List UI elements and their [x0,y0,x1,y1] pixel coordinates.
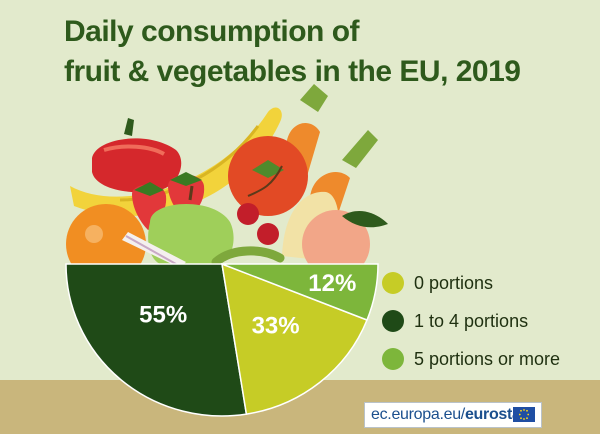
bowl-slice-1-to-4-portions [65,263,248,417]
legend-swatch-5-portions-or-more [382,348,404,370]
chart-title: Daily consumption of fruit & vegetables … [64,12,521,92]
eu-flag-icon [513,407,535,422]
bowl-slice-0-portions [221,262,368,415]
legend-swatch-1-to-4-portions [382,310,404,332]
legend-label-1-to-4-portions: 1 to 4 portions [414,311,529,331]
legend-label-5-portions-or-more: 5 portions or more [414,349,561,369]
legend-swatch-0-portions [382,272,404,294]
source-brand: eurostat [464,406,526,423]
bowl-pie [65,262,379,417]
fruit-illustration [66,84,388,284]
source-domain: ec.europa.eu/ [371,406,465,423]
bowl-slice-5-portions-or-more [221,263,379,321]
data-label-5-portions-or-more: 12% [308,270,356,297]
data-label-0-portions: 33% [252,312,300,339]
chart-title-line-1: Daily consumption of [64,15,360,48]
legend-label-0-portions: 0 portions [414,273,494,293]
chart-title-line-2: fruit & vegetables in the EU, 2019 [64,55,521,88]
source-badge[interactable]: ec.europa.eu/eurostat [364,402,542,428]
bowl-pie-labels: 55% 33% 12% [139,270,356,339]
data-label-1-to-4-portions: 55% [139,302,187,329]
source-link[interactable]: ec.europa.eu/eurostat [371,405,526,425]
